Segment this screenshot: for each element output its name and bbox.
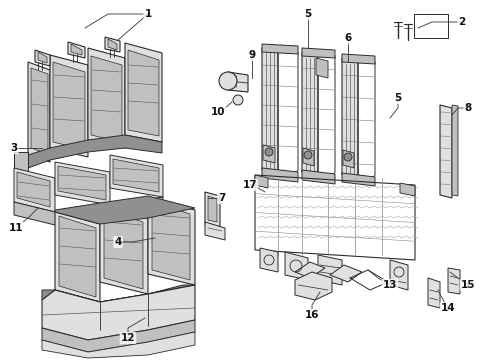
Polygon shape bbox=[42, 285, 195, 340]
Polygon shape bbox=[262, 48, 278, 175]
Polygon shape bbox=[125, 43, 162, 142]
Text: 5: 5 bbox=[393, 93, 401, 103]
Text: 8: 8 bbox=[464, 103, 470, 113]
Polygon shape bbox=[38, 52, 47, 63]
Polygon shape bbox=[260, 248, 278, 272]
Polygon shape bbox=[315, 58, 327, 78]
Polygon shape bbox=[42, 285, 195, 302]
Polygon shape bbox=[285, 252, 307, 280]
Polygon shape bbox=[28, 135, 162, 168]
Polygon shape bbox=[389, 260, 407, 290]
Polygon shape bbox=[342, 150, 353, 168]
Polygon shape bbox=[28, 62, 50, 162]
Polygon shape bbox=[71, 44, 82, 55]
Polygon shape bbox=[55, 162, 110, 205]
Polygon shape bbox=[302, 52, 317, 177]
Circle shape bbox=[343, 153, 351, 161]
Polygon shape bbox=[148, 198, 195, 285]
Polygon shape bbox=[104, 209, 142, 289]
Polygon shape bbox=[207, 196, 217, 222]
Polygon shape bbox=[35, 50, 50, 66]
Polygon shape bbox=[427, 278, 439, 308]
Polygon shape bbox=[42, 320, 195, 352]
Polygon shape bbox=[152, 202, 190, 280]
Polygon shape bbox=[108, 39, 117, 50]
Text: 7: 7 bbox=[218, 193, 225, 203]
Polygon shape bbox=[14, 197, 163, 225]
Polygon shape bbox=[68, 42, 85, 58]
Circle shape bbox=[232, 95, 243, 105]
Polygon shape bbox=[53, 62, 85, 150]
Polygon shape bbox=[341, 54, 374, 64]
Polygon shape bbox=[55, 196, 195, 224]
Text: 5: 5 bbox=[304, 9, 311, 19]
Text: 4: 4 bbox=[114, 237, 122, 247]
Polygon shape bbox=[128, 50, 159, 136]
Polygon shape bbox=[42, 332, 195, 358]
Text: 10: 10 bbox=[210, 107, 225, 117]
Polygon shape bbox=[262, 168, 297, 182]
Polygon shape bbox=[14, 168, 55, 212]
Polygon shape bbox=[447, 268, 459, 294]
Polygon shape bbox=[88, 48, 125, 148]
Text: 14: 14 bbox=[440, 303, 454, 313]
Polygon shape bbox=[14, 152, 28, 210]
Polygon shape bbox=[451, 105, 457, 196]
Circle shape bbox=[219, 72, 237, 90]
Polygon shape bbox=[329, 265, 361, 282]
Polygon shape bbox=[105, 37, 120, 52]
Polygon shape bbox=[303, 148, 313, 166]
Polygon shape bbox=[294, 262, 325, 278]
Polygon shape bbox=[294, 272, 331, 300]
Polygon shape bbox=[262, 44, 297, 54]
Circle shape bbox=[304, 151, 311, 159]
Polygon shape bbox=[263, 145, 274, 163]
Text: 9: 9 bbox=[248, 50, 255, 60]
Polygon shape bbox=[110, 155, 163, 197]
Polygon shape bbox=[399, 183, 414, 196]
Text: 1: 1 bbox=[144, 9, 151, 19]
Polygon shape bbox=[204, 192, 220, 228]
Polygon shape bbox=[55, 212, 100, 302]
Polygon shape bbox=[341, 58, 357, 180]
Polygon shape bbox=[17, 172, 50, 207]
Text: 12: 12 bbox=[121, 333, 135, 343]
Polygon shape bbox=[91, 56, 122, 142]
Polygon shape bbox=[100, 205, 148, 294]
Text: 16: 16 bbox=[304, 310, 319, 320]
Polygon shape bbox=[317, 255, 341, 285]
Polygon shape bbox=[31, 68, 48, 154]
Polygon shape bbox=[439, 105, 451, 198]
Text: 11: 11 bbox=[9, 223, 23, 233]
Circle shape bbox=[264, 148, 272, 156]
Text: 6: 6 bbox=[344, 33, 351, 43]
Polygon shape bbox=[113, 159, 159, 192]
Polygon shape bbox=[341, 173, 374, 186]
Polygon shape bbox=[254, 175, 267, 188]
Polygon shape bbox=[58, 166, 106, 200]
Polygon shape bbox=[227, 72, 247, 92]
Polygon shape bbox=[59, 216, 96, 297]
Polygon shape bbox=[302, 170, 334, 184]
Text: 3: 3 bbox=[10, 143, 18, 153]
Text: 15: 15 bbox=[460, 280, 474, 290]
Polygon shape bbox=[204, 222, 224, 240]
Text: 17: 17 bbox=[242, 180, 257, 190]
Polygon shape bbox=[50, 55, 88, 157]
Polygon shape bbox=[302, 48, 334, 58]
Text: 2: 2 bbox=[457, 17, 465, 27]
Text: 13: 13 bbox=[382, 280, 396, 290]
